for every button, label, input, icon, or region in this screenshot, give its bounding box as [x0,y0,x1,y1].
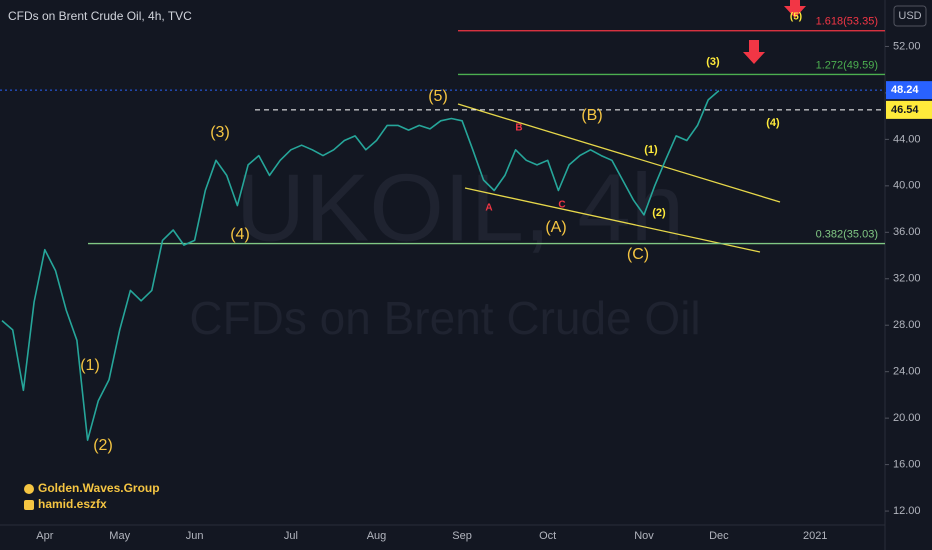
fib-label: 0.382(35.03) [816,228,878,240]
wave-label: C [558,200,565,211]
arrow [784,0,806,18]
currency-box [893,5,927,27]
wave-label: (1) [644,144,658,156]
wave-label: (2) [652,207,666,219]
fib-label: 1.618(53.35) [816,16,878,28]
x-tick-label: Dec [709,530,729,542]
y-tick-label: 36.00 [893,226,921,238]
wave-label: (C) [627,246,649,263]
wave-label: (3) [706,56,720,68]
price-tag [886,100,932,119]
wave-label: (5) [428,88,448,105]
y-tick-label: 40.00 [893,180,921,192]
chart-title: CFDs on Brent Crude Oil, 4h, TVC [8,9,192,23]
y-tick-label: 20.00 [893,412,921,424]
wave-label: (2) [93,437,113,454]
trendline [457,103,781,203]
x-tick-label: Jul [284,530,298,542]
trendline [464,187,761,253]
x-tick-label: Jun [186,530,204,542]
x-tick-label: 2021 [803,530,827,542]
wave-label: A [485,203,492,214]
y-tick-label: 28.00 [893,319,921,331]
wave-label: (5) [790,12,802,23]
icon [24,484,34,494]
x-tick-label: Oct [539,530,556,542]
arrow [743,40,765,64]
y-tick-label: 32.00 [893,273,921,285]
y-tick-label: 24.00 [893,366,921,378]
x-tick-label: Apr [36,530,53,542]
wave-label: (4) [230,226,250,243]
price-tag-label: 46.54 [891,104,919,116]
x-tick-label: Nov [634,530,654,542]
y-tick-label: 44.00 [893,133,921,145]
credit: hamid.eszfx [38,497,107,511]
credit: Golden.Waves.Group [38,481,160,495]
price-tag-label: 48.24 [891,84,919,96]
fib-label: 1.272(49.59) [816,59,878,71]
wave-label: (A) [545,219,566,236]
y-tick-label: 16.00 [893,459,921,471]
price-line-series [1,89,720,441]
x-tick-label: Aug [367,530,387,542]
currency: USD [898,10,921,22]
wave-label: B [515,123,522,134]
wave-label: (3) [210,124,230,141]
x-tick-label: May [109,530,130,542]
wave-label: (4) [766,117,780,129]
watermark-subtitle: CFDs on Brent Crude Oil [189,292,700,344]
icon [24,500,34,510]
y-tick-label: 52.00 [893,40,921,52]
price-tag [886,81,932,100]
wave-label: (1) [80,357,100,374]
y-tick-label: 12.00 [893,505,921,517]
x-tick-label: Sep [452,530,472,542]
wave-label: (B) [581,107,602,124]
